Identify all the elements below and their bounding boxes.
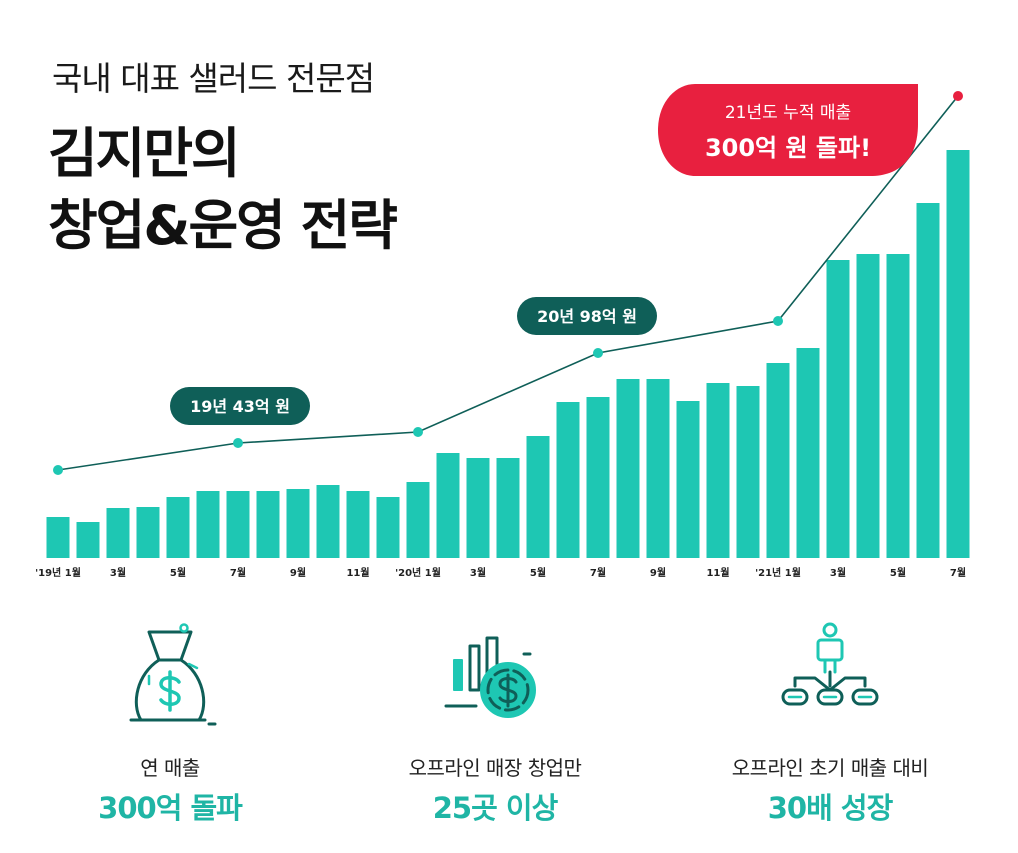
badge-2020-bg — [517, 297, 657, 335]
line-point — [53, 465, 63, 475]
chart-bar — [436, 453, 460, 558]
badge-2021-bg — [658, 84, 918, 176]
chart-bar — [646, 379, 670, 558]
x-tick-label: '20년 1월 — [395, 566, 441, 579]
x-tick-label: '19년 1월 — [35, 566, 81, 579]
x-tick-label: 7월 — [950, 567, 966, 579]
chart-bar — [316, 485, 340, 558]
chart-bar — [946, 150, 970, 558]
title-line-2: 창업&운영 전략 — [48, 194, 398, 257]
revenue-chart: '19년 1월 3월 5월 7월 9월 11월 '20년 1월 3월 5월 7월 9월 11월 '21년… — [35, 84, 970, 579]
stat-label: 오프라인 매장 창업만 — [408, 756, 582, 780]
badge-2019-text: 19년 43억 원 — [190, 397, 290, 416]
page-title: 김지만의 창업&운영 전략 — [48, 118, 398, 262]
x-tick-label: 7월 — [230, 567, 246, 579]
badge-2021-line2: 300억 원 돌파! — [705, 134, 871, 162]
money-bag-icon — [129, 623, 217, 726]
chart-bar — [766, 363, 790, 558]
chart-bar — [166, 497, 190, 558]
x-tick-label: 7월 — [590, 567, 606, 579]
chart-bar — [856, 254, 880, 558]
chart-bar — [616, 379, 640, 558]
badge-2019-bg — [170, 387, 310, 425]
chart-bar — [916, 203, 940, 558]
line-point — [773, 316, 783, 326]
chart-bar — [526, 436, 550, 558]
line-point — [413, 427, 423, 437]
chart-bar — [136, 507, 160, 558]
stat-label: 연 매출 — [140, 756, 200, 780]
line-point — [593, 348, 603, 358]
stat-value: 25곳 이상 — [432, 791, 559, 825]
org-chart-icon — [781, 622, 879, 706]
chart-bar — [556, 402, 580, 558]
chart-bar — [406, 482, 430, 558]
chart-bar — [586, 397, 610, 558]
stat-offline-stores: 오프라인 매장 창업만 25곳 이상 — [345, 620, 645, 827]
line-point — [233, 438, 243, 448]
x-tick-label: '21년 1월 — [755, 566, 801, 579]
x-tick-label: 3월 — [110, 567, 126, 579]
badge-2020-text: 20년 98억 원 — [537, 307, 637, 326]
x-tick-label: 5월 — [530, 567, 546, 579]
stat-value: 300억 돌파 — [98, 791, 243, 825]
x-tick-label: 11월 — [706, 567, 729, 579]
x-tick-label: 9월 — [650, 567, 666, 579]
chart-bar — [796, 348, 820, 558]
cumulative-line — [57, 95, 959, 471]
chart-bar — [376, 497, 400, 558]
chart-bar — [226, 491, 250, 558]
chart-bar — [826, 260, 850, 558]
x-tick-label: 5월 — [890, 567, 906, 579]
stat-annual-revenue: 연 매출 300억 돌파 — [20, 620, 320, 827]
chart-bar — [196, 491, 220, 558]
chart-bar — [106, 508, 130, 558]
x-tick-label: 9월 — [290, 567, 306, 579]
chart-bar — [496, 458, 520, 558]
title-line-1: 김지만의 — [48, 122, 241, 185]
stat-label: 오프라인 초기 매출 대비 — [731, 756, 929, 780]
badge-2021-line1: 21년도 누적 매출 — [725, 103, 851, 123]
chart-bar — [256, 491, 280, 558]
chart-bar — [346, 491, 370, 558]
chart-bar — [286, 489, 310, 558]
line-point — [953, 91, 963, 101]
chart-bar — [886, 254, 910, 558]
chart-bar — [466, 458, 490, 558]
coin-chart-icon — [444, 636, 536, 718]
x-tick-label: 3월 — [470, 567, 486, 579]
x-tick-label: 3월 — [830, 567, 846, 579]
chart-bar — [676, 401, 700, 558]
chart-bar — [76, 522, 100, 558]
chart-bar — [736, 386, 760, 558]
stat-value: 30배 성장 — [767, 791, 894, 825]
stat-growth: 오프라인 초기 매출 대비 30배 성장 — [680, 620, 980, 827]
x-tick-label: 5월 — [170, 567, 186, 579]
chart-bar — [46, 517, 70, 558]
x-tick-label: 11월 — [346, 567, 369, 579]
chart-bar — [706, 383, 730, 558]
page-subtitle: 국내 대표 샐러드 전문점 — [52, 59, 375, 98]
